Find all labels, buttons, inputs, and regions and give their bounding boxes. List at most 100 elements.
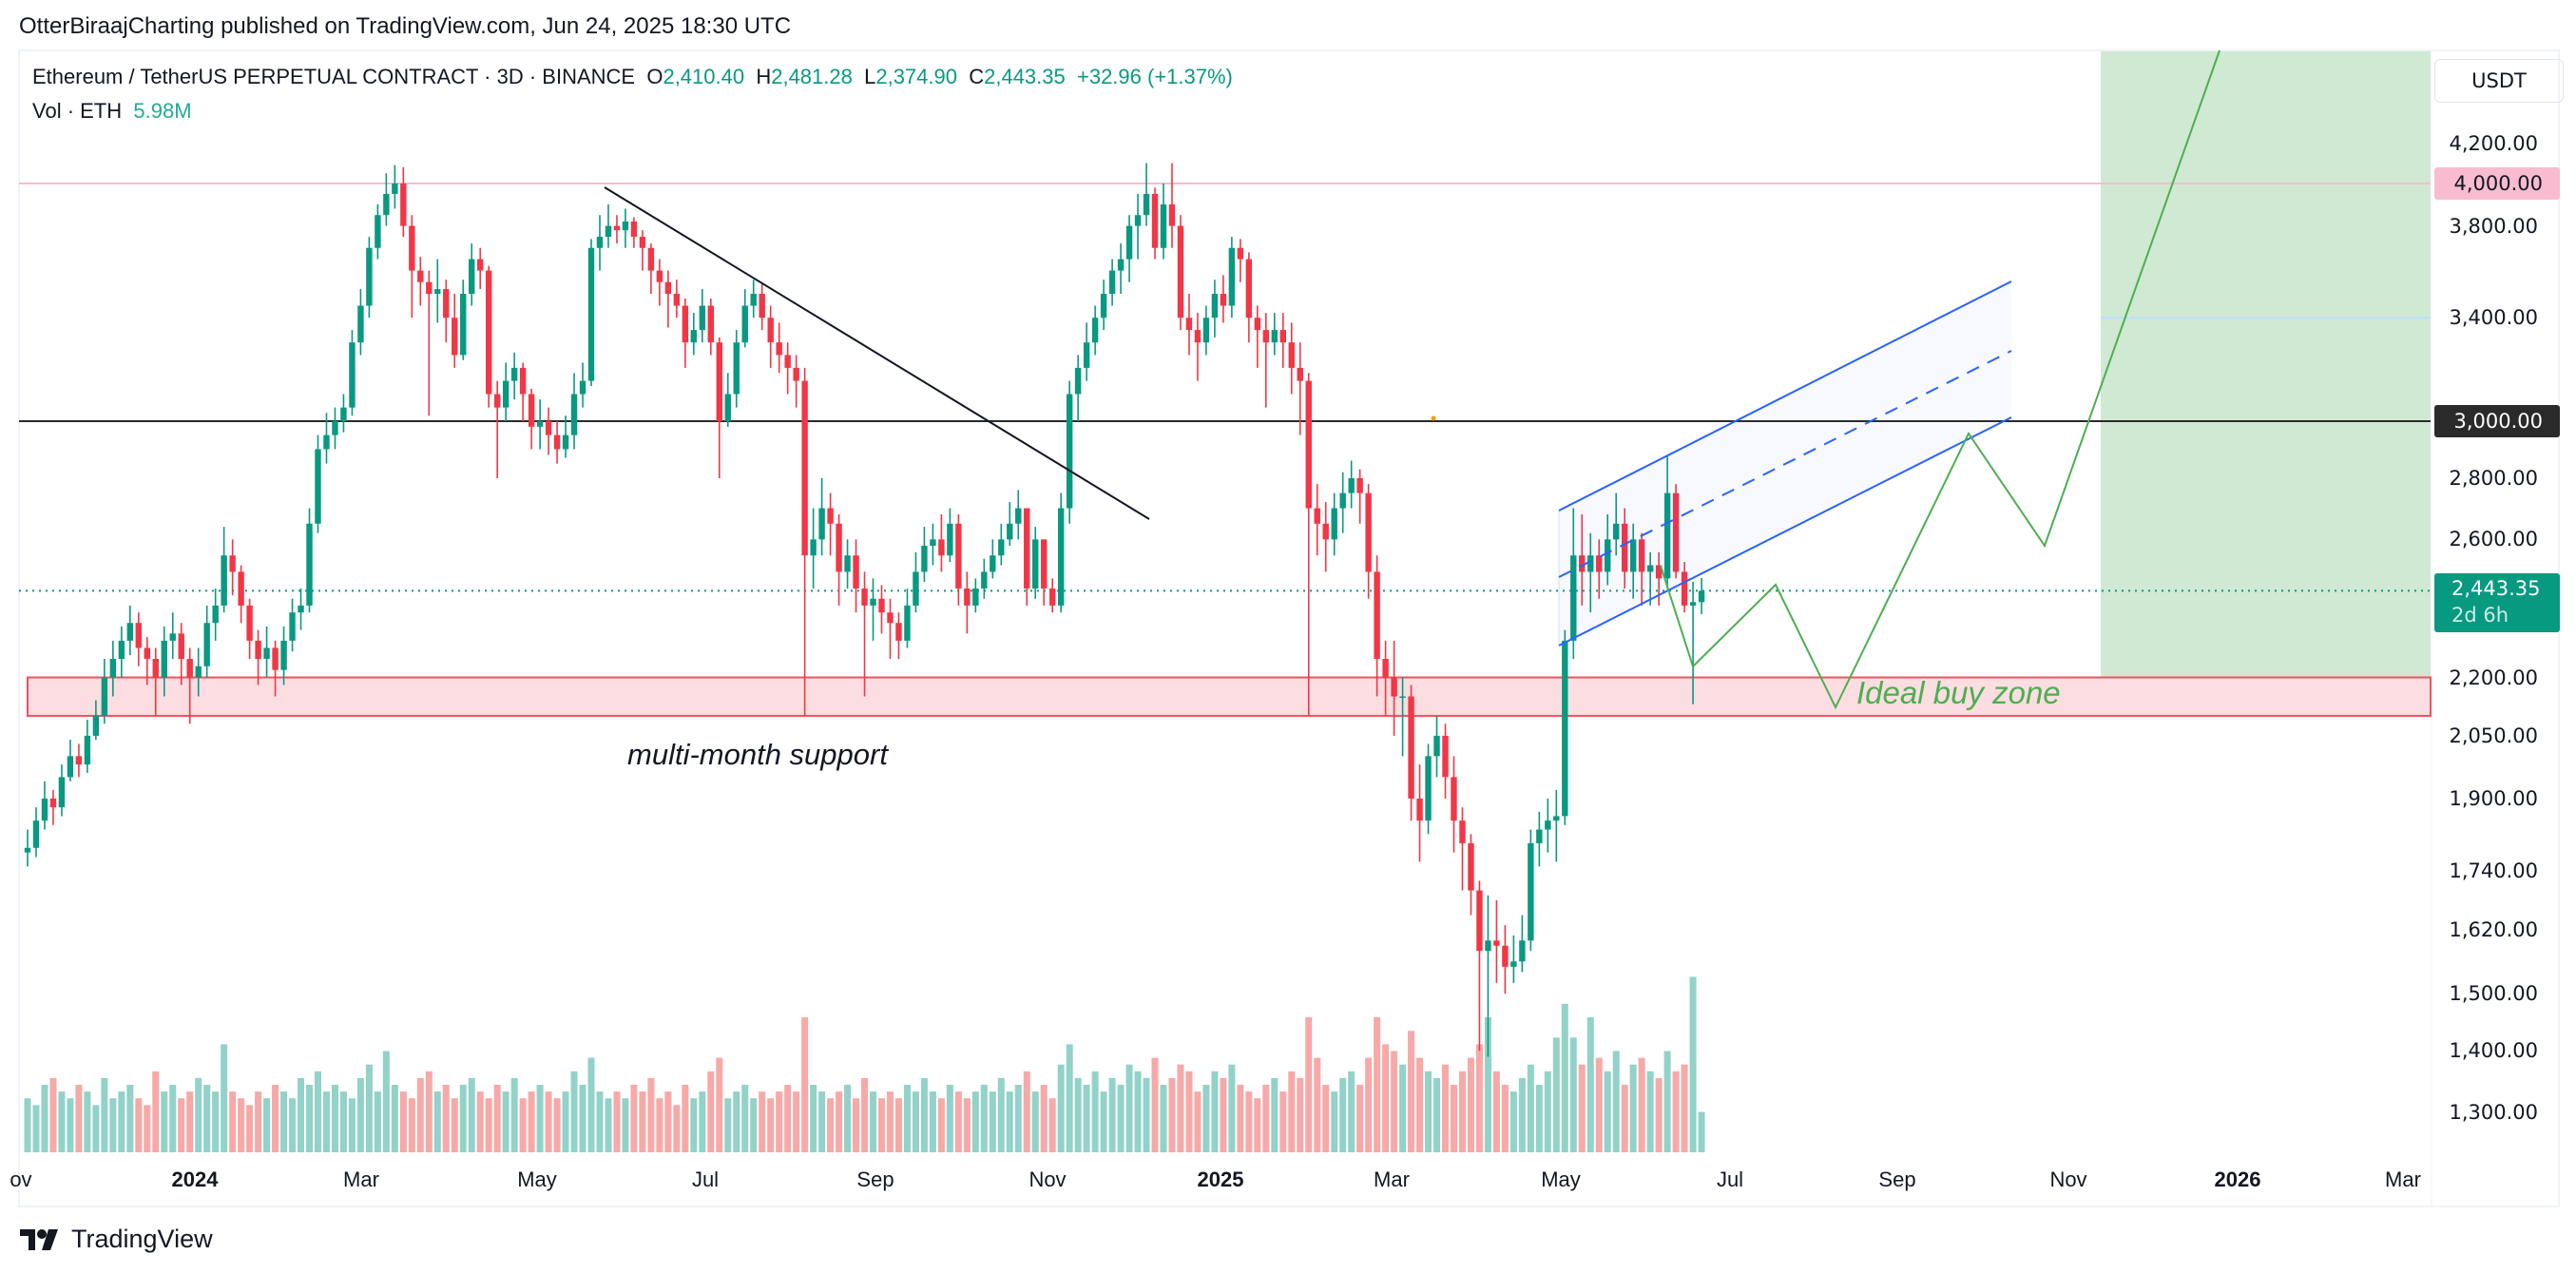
volume-bar xyxy=(1168,1077,1176,1152)
candle xyxy=(1451,756,1457,853)
candle-body xyxy=(630,222,638,238)
candle-body xyxy=(1689,602,1697,606)
candle-body xyxy=(861,588,868,606)
candle xyxy=(724,373,731,427)
candle xyxy=(870,578,876,641)
volume-bar xyxy=(1467,1057,1474,1152)
price-tick-label: 1,500.00 xyxy=(2449,982,2538,1006)
footer-brand[interactable]: TradingView xyxy=(20,1225,213,1254)
candle xyxy=(126,605,134,656)
candle-body xyxy=(536,421,544,427)
time-tick-label: Mar xyxy=(2385,1168,2421,1191)
tradingview-logo-icon xyxy=(20,1228,58,1250)
candle-body xyxy=(1108,270,1116,295)
volume-bar xyxy=(75,1085,83,1152)
volume-bar xyxy=(298,1077,305,1152)
time-tick-label: Sep xyxy=(1878,1168,1916,1191)
candle xyxy=(878,585,885,634)
candle xyxy=(298,588,304,630)
candle xyxy=(784,342,791,395)
volume-bar xyxy=(570,1071,578,1152)
candle-body xyxy=(400,183,407,226)
candle-body xyxy=(930,539,936,547)
candle xyxy=(1279,313,1286,368)
candle-body xyxy=(272,647,279,670)
candle-body xyxy=(690,330,698,343)
marker-dot xyxy=(1431,415,1436,421)
volume-bar xyxy=(1117,1085,1125,1152)
volume-bar xyxy=(622,1098,629,1152)
volume-bar xyxy=(596,1091,604,1152)
candle xyxy=(1083,322,1090,381)
candle xyxy=(392,164,398,209)
symbol-name[interactable]: Ethereum / TetherUS PERPETUAL CONTRACT ·… xyxy=(32,65,636,88)
volume-bar xyxy=(1006,1091,1013,1152)
close-label: C xyxy=(969,65,985,88)
time-tick-label: Jul xyxy=(1716,1168,1744,1191)
currency-button[interactable]: USDT xyxy=(2434,59,2564,103)
volume-bar xyxy=(1279,1091,1287,1152)
candle-body xyxy=(67,756,74,778)
price-tick-label: 3,400.00 xyxy=(2449,306,2538,330)
candle xyxy=(1613,492,1620,556)
open-value: 2,410.40 xyxy=(663,65,745,88)
volume-bar xyxy=(1621,1085,1628,1152)
volume-bar xyxy=(391,1085,398,1152)
volume-bar xyxy=(1134,1071,1142,1152)
support-zone xyxy=(27,676,2432,717)
candle xyxy=(895,612,902,659)
symbol-legend: Ethereum / TetherUS PERPETUAL CONTRACT ·… xyxy=(32,65,1233,89)
candle xyxy=(1416,764,1423,862)
candle-body xyxy=(280,640,287,670)
volume-bar xyxy=(459,1085,467,1152)
candle-body xyxy=(1510,961,1517,967)
low-value: 2,374.90 xyxy=(875,65,957,88)
candle-body xyxy=(776,342,782,356)
candle-body xyxy=(1382,658,1389,678)
volume-bar xyxy=(485,1098,492,1152)
candle-body xyxy=(1553,816,1560,821)
volume-bar xyxy=(682,1085,689,1152)
volume-bar xyxy=(1091,1071,1099,1152)
candle xyxy=(981,558,988,599)
candle xyxy=(306,508,313,613)
volume-bar xyxy=(1501,1085,1509,1152)
channel-median-line xyxy=(1558,350,2012,578)
candle-body xyxy=(990,555,996,572)
candle xyxy=(272,640,279,697)
support-annotation: multi-month support xyxy=(627,738,888,771)
candle-body xyxy=(392,183,398,194)
candle xyxy=(289,598,296,652)
candle xyxy=(647,243,655,295)
candle-body xyxy=(1151,193,1159,248)
candle-body xyxy=(126,623,134,641)
price-tick-label: 1,900.00 xyxy=(2449,786,2538,810)
candle xyxy=(323,413,330,464)
volume-bar xyxy=(339,1091,347,1152)
candle-body xyxy=(1579,555,1586,572)
candle-body xyxy=(1271,330,1278,343)
candle-body xyxy=(716,342,722,421)
candle xyxy=(1211,280,1219,338)
candle xyxy=(818,477,825,556)
volume-bar xyxy=(1578,1064,1586,1152)
change-value: +32.96 (+1.37%) xyxy=(1076,65,1233,88)
volume-bar xyxy=(963,1098,971,1152)
candle xyxy=(750,280,757,318)
volume-bar xyxy=(238,1098,245,1152)
volume-bar xyxy=(707,1071,715,1152)
volume-bar xyxy=(203,1085,211,1152)
volume-bar xyxy=(1518,1077,1526,1152)
volume-bar xyxy=(263,1098,271,1152)
volume-bar xyxy=(433,1091,441,1152)
candle xyxy=(357,289,364,356)
volume-bar xyxy=(750,1098,758,1152)
candle xyxy=(759,281,765,331)
candle-body xyxy=(357,305,364,343)
volume-bar xyxy=(1348,1071,1355,1152)
volume-bar xyxy=(699,1091,706,1152)
candle-body xyxy=(349,342,356,408)
time-tick-label: 2025 xyxy=(1197,1168,1244,1191)
volume-label[interactable]: Vol · ETH xyxy=(32,99,123,123)
